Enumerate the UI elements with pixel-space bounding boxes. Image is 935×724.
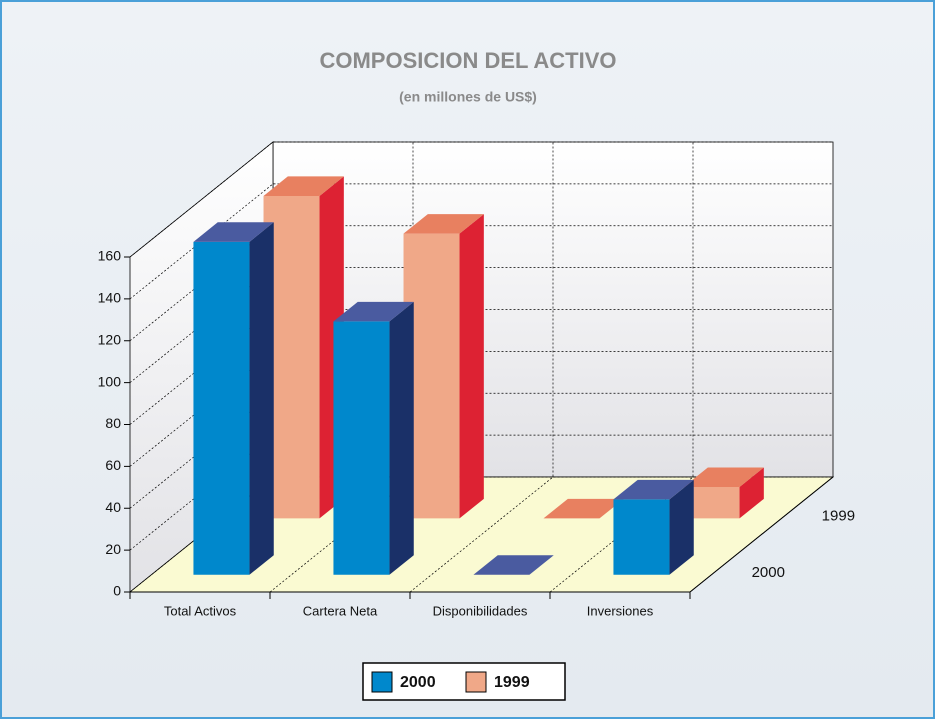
x-tick-label: Total Activos: [164, 603, 237, 618]
y-tick-label: 40: [105, 499, 121, 515]
grid-line: [129, 225, 833, 342]
bar-side: [459, 214, 484, 519]
y-tick-label: 0: [113, 583, 121, 599]
y-tick-label: 100: [98, 373, 122, 389]
bar-front: [193, 241, 250, 575]
y-tick-label: 140: [98, 290, 122, 306]
legend-label: 1999: [494, 674, 530, 691]
bar: [473, 555, 554, 575]
bar-side: [389, 301, 414, 575]
y-tick-label: 20: [105, 541, 121, 557]
category-divider: [409, 142, 554, 593]
bar-top: [263, 176, 344, 196]
chart-subtitle: (en millones de US$): [399, 89, 537, 105]
grid-line: [129, 267, 833, 383]
legend-swatch: [371, 671, 393, 693]
y-tick-label: 60: [105, 457, 121, 473]
bar: [333, 301, 414, 575]
bar-front: [403, 233, 460, 519]
legend-label: 2000: [400, 674, 436, 691]
bar-front: [263, 195, 320, 519]
y-tick-label: 80: [105, 415, 121, 431]
bar: [403, 214, 484, 519]
plot-area: 0 20 40 60 80 100 120 140 160 Total Activos Carter…: [98, 141, 855, 618]
legend: [362, 662, 566, 701]
grid-line: [129, 351, 833, 467]
depth-label: 1999: [822, 508, 855, 525]
legend-swatch: [465, 671, 487, 693]
y-tick-label: 160: [98, 248, 122, 264]
bar-side: [249, 222, 274, 575]
grid-line: [129, 141, 833, 258]
bar-front: [613, 499, 670, 575]
bar-top: [543, 498, 624, 519]
depth-axis: [689, 476, 834, 593]
bar: [193, 222, 274, 575]
bar: [543, 498, 624, 519]
bar-front: [333, 321, 390, 575]
grid-line: [129, 476, 833, 593]
x-tick-label: Inversiones: [587, 603, 654, 618]
bar-side: [669, 479, 694, 575]
category-divider: [269, 142, 414, 593]
chart-title: COMPOSICION DEL ACTIVO: [319, 48, 616, 73]
bar-front: [683, 486, 740, 519]
grid-line: [129, 183, 833, 300]
grid-line: [129, 309, 833, 425]
bar-top: [683, 467, 764, 487]
bar-top: [193, 222, 274, 242]
bar-top: [613, 479, 694, 500]
bar-top: [473, 555, 554, 575]
grid-line: [129, 392, 833, 509]
depth-label: 2000: [752, 564, 785, 581]
y-tick-label: 120: [98, 331, 122, 347]
bar: [263, 176, 344, 519]
bar-top: [403, 214, 484, 234]
category-divider: [549, 142, 694, 593]
x-tick-label: Disponibilidades: [433, 603, 528, 618]
bar: [683, 467, 764, 519]
x-tick-label: Cartera Neta: [303, 603, 378, 618]
grid-line: [129, 434, 833, 551]
bar: [613, 479, 694, 575]
bar-top: [333, 301, 414, 322]
bar-side: [739, 467, 764, 519]
